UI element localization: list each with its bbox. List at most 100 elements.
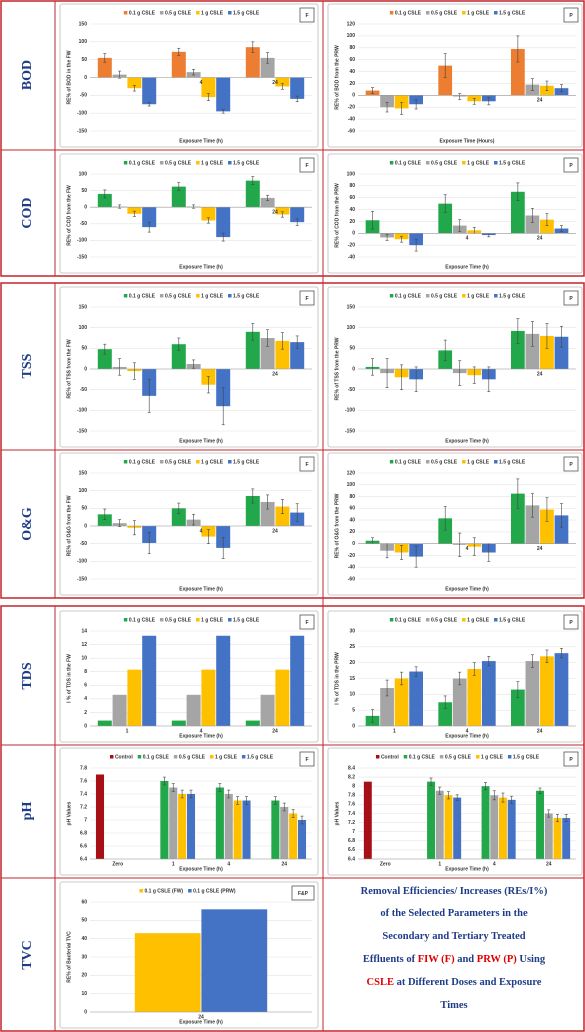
bar xyxy=(540,509,554,544)
legend: 0.1 g CSLE 0.5 g CSLE 1 g CSLE 1.5 g CSLE xyxy=(389,459,526,465)
x-axis-title: Exposure Time (h) xyxy=(445,264,489,270)
legend-label: 1 g CSLE xyxy=(201,617,224,623)
legend-swatch xyxy=(462,460,466,464)
legend-label: 0.5 g CSLE xyxy=(431,160,458,166)
error-bar xyxy=(189,789,193,799)
error-bar xyxy=(492,790,496,801)
y-tick-label: 0 xyxy=(84,366,87,372)
x-tick-label: 4 xyxy=(200,728,203,734)
y-tick-label: 7 xyxy=(84,817,87,823)
bar xyxy=(481,661,496,726)
legend-swatch xyxy=(123,161,128,165)
error-bar xyxy=(400,102,404,115)
error-bar xyxy=(414,545,418,568)
bar xyxy=(260,501,275,526)
legend-swatch xyxy=(462,618,466,622)
bar xyxy=(438,65,453,96)
legend-swatch xyxy=(196,294,200,298)
legend-label: 1 g CSLE xyxy=(201,293,224,299)
legend-label: 1 g CSLE xyxy=(201,459,224,465)
legend-swatch xyxy=(375,755,380,759)
bar xyxy=(507,799,516,859)
error-bar xyxy=(282,802,286,812)
bar xyxy=(97,193,112,208)
badge-box xyxy=(299,614,315,630)
y-tick-label: 25 xyxy=(349,644,355,650)
error-bar xyxy=(545,649,549,663)
error-bar xyxy=(192,359,196,369)
caption-text: Secondary and Tertiary Treated xyxy=(382,931,525,942)
y-tick-label: 7.2 xyxy=(80,804,87,810)
y-tick-label: 60 xyxy=(81,899,87,905)
legend-swatch xyxy=(462,294,466,298)
caption-text: Times xyxy=(440,1000,467,1011)
badge: F xyxy=(305,462,308,468)
y-tick-label: 0 xyxy=(84,523,87,529)
bar xyxy=(444,795,453,859)
bar xyxy=(245,495,260,526)
y-tick-label: -40 xyxy=(348,116,355,122)
y-tick-label: 100 xyxy=(347,171,356,177)
error-bar xyxy=(132,362,136,380)
error-bar xyxy=(487,366,491,393)
error-bar xyxy=(443,53,447,78)
bar xyxy=(554,515,569,544)
legend: 0.1 g CSLE 0.5 g CSLE 1 g CSLE 1.5 g CSLE xyxy=(389,617,526,623)
bar xyxy=(290,342,305,369)
bar xyxy=(452,678,467,726)
bar xyxy=(525,661,540,726)
error-bar xyxy=(132,520,136,536)
error-bar xyxy=(455,794,459,801)
caption-text: Using xyxy=(517,954,546,965)
error-bar xyxy=(295,503,299,522)
bar xyxy=(394,678,409,726)
bar xyxy=(142,635,157,726)
legend-swatch xyxy=(139,889,143,893)
y-axis-title: RE% of COD from the FW xyxy=(66,185,72,246)
x-tick-label: 24 xyxy=(281,861,287,867)
error-bar xyxy=(266,194,270,201)
error-bar xyxy=(221,537,225,559)
y-tick-label: 50 xyxy=(81,506,87,512)
y-tick-label: 100 xyxy=(79,488,88,494)
legend-swatch xyxy=(462,161,466,165)
bar xyxy=(260,694,275,726)
error-bar xyxy=(530,493,534,518)
bar xyxy=(215,787,224,859)
bar xyxy=(511,48,525,96)
bar xyxy=(127,77,142,89)
y-tick-label: 6.4 xyxy=(348,856,355,862)
y-tick-label: 12 xyxy=(81,642,87,648)
y-tick-label: 100 xyxy=(79,325,88,331)
bar xyxy=(453,797,462,859)
y-tick-label: 20 xyxy=(81,973,87,979)
error-bar xyxy=(171,783,175,792)
legend-label: Control xyxy=(381,754,399,760)
x-axis-title: Exposure Time (Hours) xyxy=(440,138,495,144)
legend-label: 0.1 g CSLE xyxy=(129,293,156,299)
legend-label: 1 g CSLE xyxy=(215,754,238,760)
bar xyxy=(553,818,562,859)
y-tick-label: 10 xyxy=(349,692,355,698)
badge: F xyxy=(305,13,308,19)
y-tick-label: 6.6 xyxy=(80,843,87,849)
bar xyxy=(409,671,423,726)
badge: F xyxy=(305,163,308,169)
legend-swatch xyxy=(159,618,164,622)
y-tick-label: -100 xyxy=(77,238,87,244)
y-tick-label: 30 xyxy=(81,954,87,960)
legend-swatch xyxy=(196,460,200,464)
badge-box xyxy=(299,751,315,767)
bar xyxy=(280,807,289,859)
y-tick-label: 60 xyxy=(349,195,355,201)
y-tick-label: 40 xyxy=(349,517,355,523)
error-bar xyxy=(458,360,462,386)
y-tick-label: -100 xyxy=(77,110,87,116)
error-bar xyxy=(118,519,122,528)
error-bar xyxy=(227,789,231,799)
legend-label: 1.5 g CSLE xyxy=(499,617,526,623)
error-bar xyxy=(472,98,476,105)
error-bar xyxy=(545,213,549,226)
badge-box xyxy=(563,157,579,173)
badge: P xyxy=(569,163,573,169)
